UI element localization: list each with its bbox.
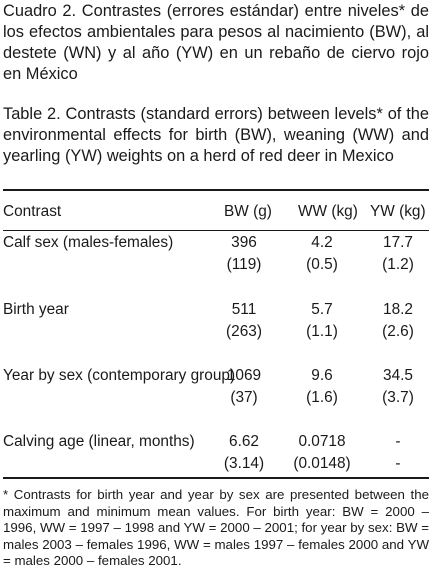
cell-bw-se: (263): [226, 323, 262, 340]
cell-yw: 34.5: [383, 367, 413, 384]
cell-yw-se: (2.6): [382, 323, 414, 340]
cell-bw-se: (119): [226, 256, 262, 273]
cell-ww: 5.7: [311, 301, 333, 318]
header-contrast: Contrast: [3, 203, 62, 220]
cell-yw: -: [395, 433, 401, 450]
table-header-rule: [3, 230, 429, 231]
cell-ww-se: (0.0148): [293, 455, 351, 472]
row-label-birth-year: Birth year: [3, 301, 69, 318]
cell-ww-se: (1.6): [306, 389, 338, 406]
cell-bw: 1069: [226, 367, 262, 384]
cell-ww-se: (1.1): [306, 323, 338, 340]
cell-bw: 511: [231, 301, 257, 318]
cell-bw-se: (37): [230, 389, 258, 406]
header-ww: WW (kg): [298, 203, 358, 220]
row-label-year-by-sex: Year by sex (contemporary group): [3, 367, 236, 384]
cell-bw: 6.62: [229, 433, 259, 450]
cell-ww: 9.6: [311, 367, 333, 384]
cell-yw-se: (3.7): [382, 389, 414, 406]
row-label-calf-sex: Calf sex (males-females): [3, 234, 174, 251]
row-label-calving-age: Calving age (linear, months): [3, 433, 195, 450]
table-top-rule: [3, 189, 429, 191]
table-caption-english: Table 2. Contrasts (standard errors) bet…: [3, 105, 429, 165]
table-footnote: * Contrasts for birth year and year by s…: [3, 487, 429, 569]
cell-bw: 396: [231, 234, 257, 251]
table-bottom-rule: [3, 477, 429, 479]
cell-ww: 4.2: [311, 234, 333, 251]
cell-yw: 17.7: [383, 234, 413, 251]
header-bw: BW (g): [224, 203, 272, 220]
cell-yw-se: -: [395, 455, 401, 472]
header-yw: YW (kg): [370, 203, 426, 220]
cell-ww: 0.0718: [298, 433, 346, 450]
table-caption-spanish: Cuadro 2. Contrastes (errores estándar) …: [3, 2, 429, 83]
cell-yw-se: (1.2): [382, 256, 414, 273]
cell-bw-se: (3.14): [223, 455, 265, 472]
cell-yw: 18.2: [383, 301, 413, 318]
cell-ww-se: (0.5): [306, 256, 338, 273]
